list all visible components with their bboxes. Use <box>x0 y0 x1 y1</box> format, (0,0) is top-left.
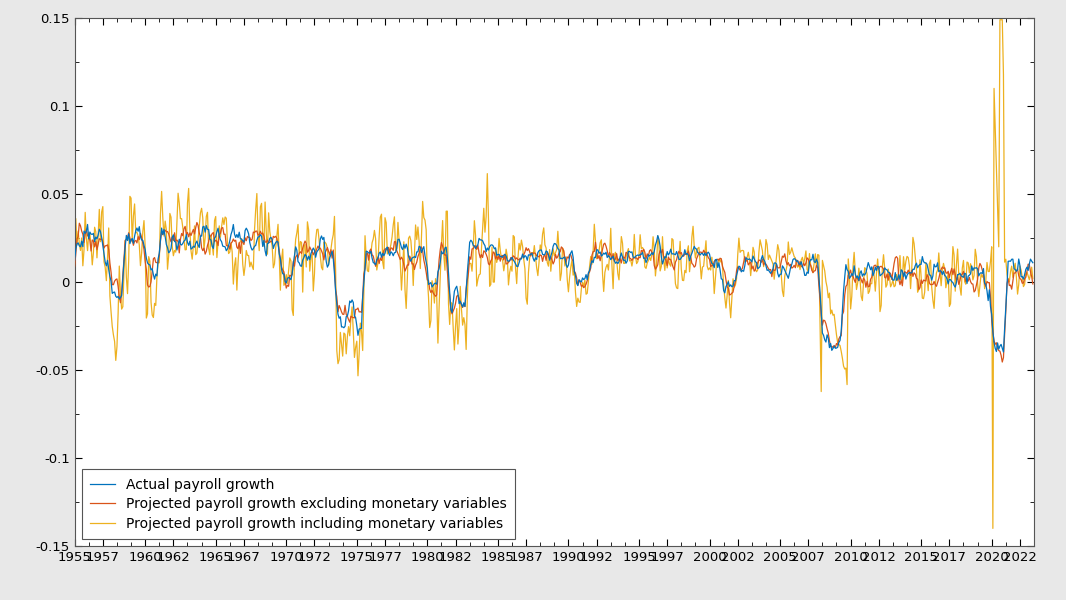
Projected payroll growth excluding monetary variables <box>647 250 660 257</box>
Projected payroll growth including monetary variables <box>81 221 94 228</box>
Projected payroll growth including monetary variables <box>802 270 814 277</box>
Projected payroll growth excluding monetary variables <box>191 219 204 226</box>
Actual payroll growth <box>197 246 210 253</box>
Actual payroll growth <box>986 525 999 532</box>
Actual payroll growth <box>994 16 1006 23</box>
Projected payroll growth including monetary variables <box>997 349 1010 356</box>
Projected payroll growth excluding monetary variables <box>263 239 276 246</box>
Projected payroll growth including monetary variables <box>647 251 660 259</box>
Projected payroll growth including monetary variables <box>68 257 81 265</box>
Projected payroll growth including monetary variables <box>1027 259 1039 266</box>
Line: Projected payroll growth including monetary variables: Projected payroll growth including monet… <box>75 224 1033 352</box>
Actual payroll growth <box>262 209 275 217</box>
Actual payroll growth <box>564 263 577 271</box>
Projected payroll growth including monetary variables <box>179 236 192 244</box>
Projected payroll growth excluding monetary variables <box>198 251 211 258</box>
Projected payroll growth including monetary variables <box>566 247 579 254</box>
Line: Actual payroll growth: Actual payroll growth <box>75 20 1033 529</box>
Projected payroll growth excluding monetary variables <box>1027 280 1039 287</box>
Actual payroll growth <box>801 266 813 273</box>
Projected payroll growth excluding monetary variables <box>566 256 579 263</box>
Line: Projected payroll growth excluding monetary variables: Projected payroll growth excluding monet… <box>75 223 1033 362</box>
Projected payroll growth excluding monetary variables <box>178 225 191 232</box>
Projected payroll growth including monetary variables <box>263 235 276 242</box>
Projected payroll growth excluding monetary variables <box>996 358 1008 365</box>
Actual payroll growth <box>646 250 659 257</box>
Actual payroll growth <box>178 236 191 243</box>
Actual payroll growth <box>1027 275 1039 282</box>
Projected payroll growth excluding monetary variables <box>802 256 814 263</box>
Projected payroll growth including monetary variables <box>198 229 211 236</box>
Legend: Actual payroll growth, Projected payroll growth excluding monetary variables, Pr: Actual payroll growth, Projected payroll… <box>82 469 515 539</box>
Projected payroll growth excluding monetary variables <box>68 263 81 270</box>
Actual payroll growth <box>68 230 81 237</box>
